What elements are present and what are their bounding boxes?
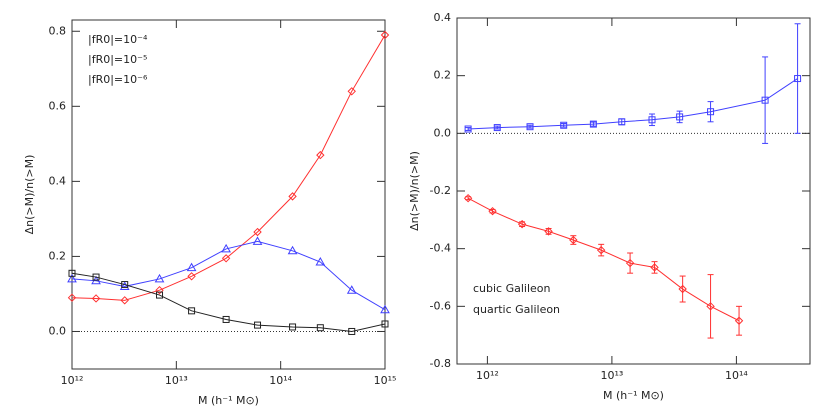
legend-entry: |fR0|=10⁻⁴ — [88, 33, 148, 46]
marker — [348, 327, 356, 335]
legend-entry: |fR0|=10⁻⁵ — [88, 53, 147, 66]
y-tick-label: -0.4 — [430, 242, 451, 255]
marker — [252, 236, 263, 245]
marker — [488, 206, 497, 216]
marker — [678, 284, 687, 294]
marker — [186, 262, 197, 272]
marker — [560, 121, 568, 129]
marker — [618, 118, 626, 126]
legend-entry: cubic Galileon — [473, 282, 551, 295]
x-tick-label: 10¹⁴ — [269, 374, 292, 387]
marker — [121, 281, 129, 289]
marker — [346, 285, 357, 294]
y-tick-label: -0.8 — [430, 357, 451, 370]
marker — [156, 291, 164, 299]
marker — [253, 227, 262, 237]
marker — [187, 272, 196, 281]
y-tick-label: 0.2 — [49, 249, 67, 262]
marker — [517, 219, 527, 229]
marker — [289, 323, 297, 331]
marker — [316, 150, 325, 160]
marker — [120, 296, 129, 305]
marker — [569, 235, 578, 245]
y-tick-label: 0.6 — [49, 99, 67, 112]
marker — [222, 315, 230, 323]
marker — [92, 273, 100, 281]
marker — [288, 192, 297, 201]
y-tick-label: -0.2 — [430, 184, 451, 197]
marker — [761, 96, 769, 104]
plot-frame — [71, 19, 386, 370]
x-tick-label: 10¹² — [61, 374, 84, 387]
marker — [221, 243, 231, 253]
marker — [596, 245, 606, 255]
marker — [188, 307, 196, 315]
marker — [119, 281, 130, 290]
marker — [625, 258, 635, 268]
series-line — [468, 78, 798, 130]
marker — [380, 304, 390, 314]
marker — [68, 269, 76, 277]
marker — [287, 245, 298, 255]
x-axis-label: M (h⁻¹ M⊙) — [603, 389, 664, 402]
marker — [463, 194, 473, 203]
legend-entry: |fR0|=10⁻⁶ — [88, 73, 148, 86]
marker — [707, 108, 715, 116]
marker — [526, 123, 534, 131]
marker — [254, 321, 262, 329]
series-line — [71, 272, 386, 332]
marker — [221, 254, 231, 263]
marker — [67, 273, 77, 283]
marker — [67, 293, 77, 302]
y-tick-label: 0.0 — [434, 126, 452, 139]
marker — [676, 113, 684, 121]
y-tick-label: 0.8 — [49, 24, 67, 37]
marker — [493, 124, 501, 132]
marker — [347, 87, 356, 96]
y-tick-label: 0.4 — [434, 11, 452, 24]
marker — [154, 273, 165, 283]
x-tick-label: 10¹² — [476, 369, 499, 382]
x-axis-label: M (h⁻¹ M⊙) — [198, 394, 259, 407]
x-tick-label: 10¹⁴ — [725, 369, 748, 382]
marker — [734, 316, 744, 325]
legend-entry: quartic Galileon — [473, 303, 560, 316]
marker — [648, 116, 656, 124]
x-tick-label: 10¹³ — [600, 369, 623, 382]
x-tick-label: 10¹³ — [165, 374, 188, 387]
marker — [91, 294, 101, 303]
y-tick-label: -0.6 — [430, 299, 451, 312]
y-axis-label: Δn(>M)/n(>M) — [23, 155, 36, 235]
y-axis-label: Δn(>M)/n(>M) — [408, 151, 421, 231]
y-tick-label: 0.4 — [49, 174, 67, 187]
marker — [381, 320, 389, 328]
marker — [706, 302, 715, 311]
marker — [464, 125, 472, 133]
y-tick-label: 0.0 — [49, 324, 67, 337]
marker — [380, 30, 390, 40]
marker — [315, 257, 326, 266]
marker — [544, 227, 553, 236]
marker — [155, 285, 164, 295]
x-tick-label: 10¹⁵ — [374, 374, 397, 387]
series-line — [71, 34, 386, 301]
series-line — [71, 240, 386, 311]
marker — [589, 120, 597, 128]
marker — [316, 324, 324, 332]
marker — [794, 75, 802, 83]
marker — [650, 263, 659, 272]
y-tick-label: 0.2 — [434, 69, 452, 82]
